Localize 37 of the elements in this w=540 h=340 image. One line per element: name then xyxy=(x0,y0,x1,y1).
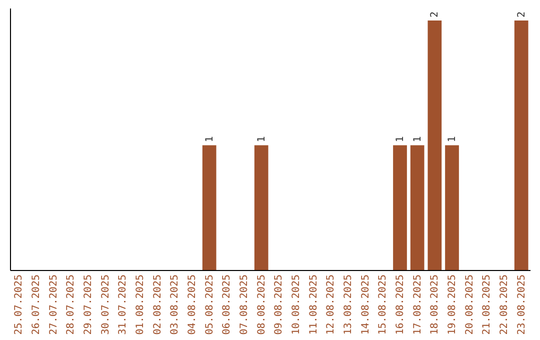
data-label: 1 xyxy=(256,136,268,142)
x-tick-label: 28.07.2025 xyxy=(66,274,77,335)
x-tick-label: 01.08.2025 xyxy=(135,274,146,335)
data-label: 2 xyxy=(430,11,441,18)
x-tick-label: 11.08.2025 xyxy=(308,274,320,335)
x-tick-label: 22.08.2025 xyxy=(499,274,510,335)
x-tick-label: 07.08.2025 xyxy=(239,274,250,335)
x-tick-label: 26.07.2025 xyxy=(31,274,42,335)
x-tick-label: 10.08.2025 xyxy=(291,274,302,335)
x-tick-label: 31.07.2025 xyxy=(118,274,129,335)
data-label: 1 xyxy=(204,136,216,142)
x-tick-label: 19.08.2025 xyxy=(447,274,458,335)
x-tick-label: 29.07.2025 xyxy=(83,274,94,335)
x-tick-label: 03.08.2025 xyxy=(170,274,181,335)
data-label: 1 xyxy=(412,136,424,142)
x-tick-label: 17.08.2025 xyxy=(412,274,424,335)
x-tick-label: 04.08.2025 xyxy=(187,274,198,335)
x-tick-label: 06.08.2025 xyxy=(222,274,233,335)
x-tick-label: 15.08.2025 xyxy=(378,274,389,335)
x-tick-label: 09.08.2025 xyxy=(274,274,285,335)
x-tick-label: 02.08.2025 xyxy=(152,274,164,335)
x-tick-label: 25.07.2025 xyxy=(14,274,25,335)
x-tick-label: 13.08.2025 xyxy=(343,274,354,335)
x-tick-label: 14.08.2025 xyxy=(360,274,372,335)
x-tick-label: 18.08.2025 xyxy=(430,274,441,335)
data-label: 1 xyxy=(395,136,406,142)
x-tick-label: 23.08.2025 xyxy=(516,274,528,335)
x-tick-label: 21.08.2025 xyxy=(482,274,493,335)
x-tick-label: 05.08.2025 xyxy=(204,274,216,335)
x-tick-label: 08.08.2025 xyxy=(256,274,268,335)
data-label: 2 xyxy=(516,11,528,18)
x-tick-label: 27.07.2025 xyxy=(48,274,60,335)
x-tick-label: 12.08.2025 xyxy=(326,274,337,335)
x-tick-label: 20.08.2025 xyxy=(464,274,476,335)
x-tick-label: 16.08.2025 xyxy=(395,274,406,335)
x-tick-label: 30.07.2025 xyxy=(100,274,112,335)
data-label: 1 xyxy=(447,136,458,142)
